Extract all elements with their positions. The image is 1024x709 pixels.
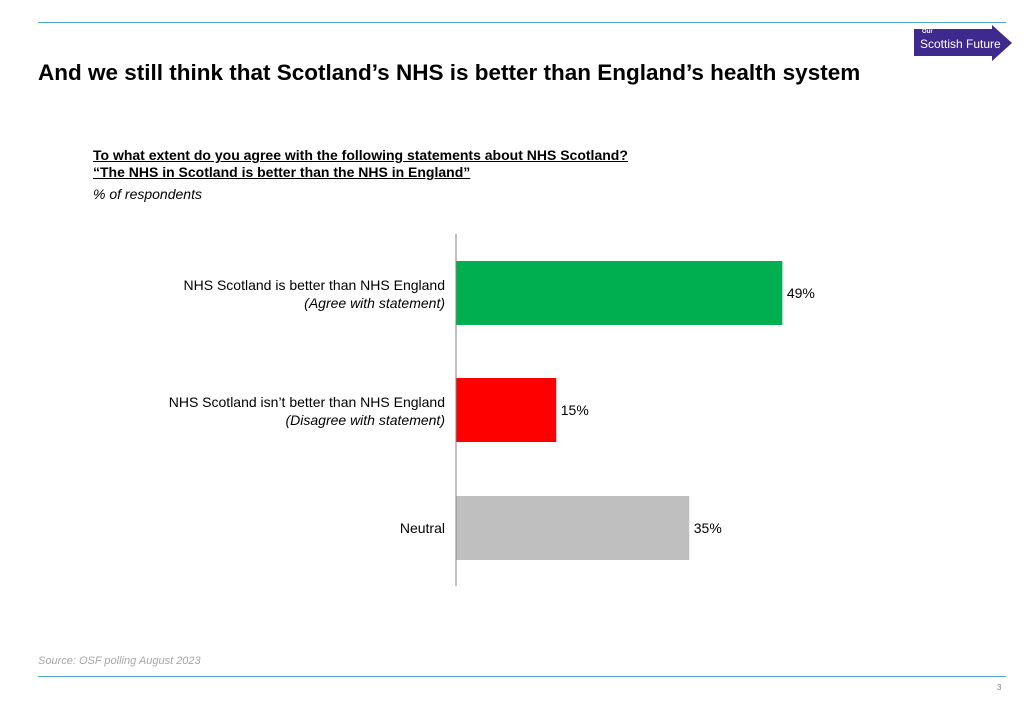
- logo-small-text: Our: [922, 29, 933, 35]
- bar-2: [456, 496, 690, 560]
- brand-logo: Our Scottish Future: [914, 25, 1012, 61]
- data-label-2: 35%: [694, 520, 722, 536]
- survey-question: To what extent do you agree with the fol…: [93, 147, 628, 181]
- unit-label: % of respondents: [93, 186, 202, 202]
- question-line-2: “The NHS in Scotland is better than the …: [93, 164, 471, 180]
- category-label-0: NHS Scotland is better than NHS England: [184, 277, 445, 293]
- question-line-1: To what extent do you agree with the fol…: [93, 147, 628, 163]
- category-sublabel-0: (Agree with statement): [304, 295, 445, 311]
- logo-name: Scottish Future: [920, 37, 1001, 51]
- category-sublabel-1: (Disagree with statement): [285, 412, 445, 428]
- data-label-0: 49%: [787, 285, 815, 301]
- bar-1: [456, 378, 557, 442]
- category-label-2: Neutral: [400, 520, 445, 536]
- arrow-logo-icon: [914, 25, 1012, 61]
- top-rule: [38, 22, 1006, 23]
- bottom-rule: [38, 676, 1006, 677]
- page-number: 3: [997, 683, 1002, 692]
- data-label-1: 15%: [561, 402, 589, 418]
- category-label-1: NHS Scotland isn’t better than NHS Engla…: [169, 394, 445, 410]
- page-title: And we still think that Scotland’s NHS i…: [38, 60, 861, 85]
- source-note: Source: OSF polling August 2023: [38, 655, 201, 667]
- bar-0: [456, 261, 783, 325]
